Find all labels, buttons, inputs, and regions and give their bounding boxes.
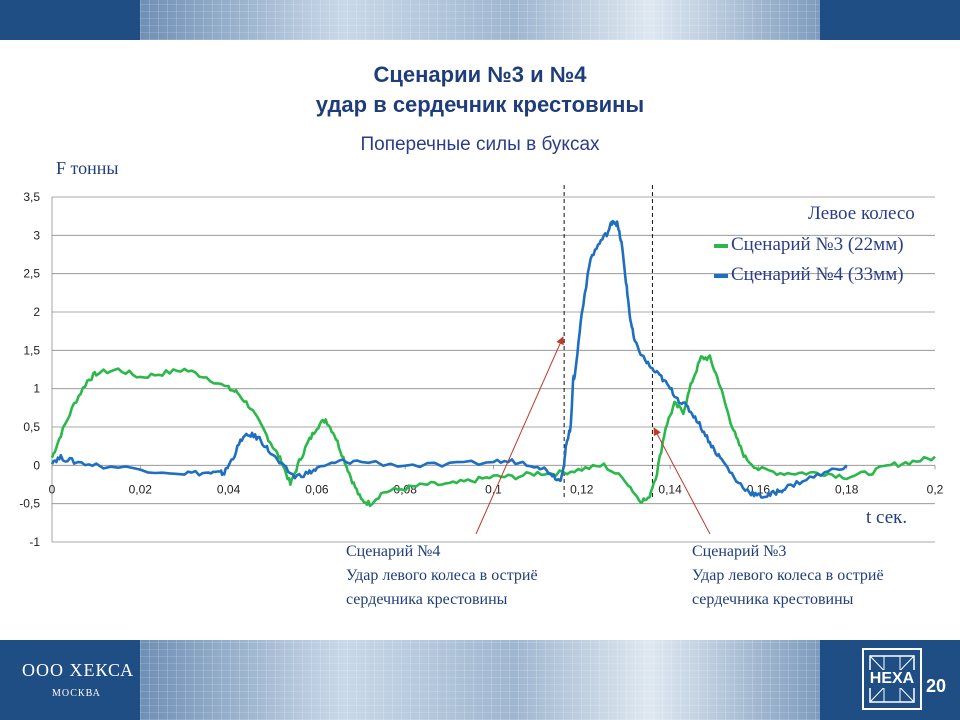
x-tick-label: 0,1 xyxy=(485,482,502,496)
y-tick-label: -1 xyxy=(29,535,40,549)
legend-item-series3: Сценарий №3 (22мм) xyxy=(714,234,904,256)
top-banner xyxy=(0,0,960,40)
logo-text: HEXA xyxy=(864,670,920,688)
mesh-pattern xyxy=(140,0,820,40)
hexa-logo: HEXA xyxy=(862,648,922,710)
legend-label-series4: Сценарий №4 (33мм) xyxy=(731,264,904,285)
annotation-scenario3-line3: сердечника крестовины xyxy=(692,591,854,608)
x-tick-label: 0,06 xyxy=(305,482,329,496)
x-tick-label: 0,18 xyxy=(835,482,859,496)
y-tick-label: 1 xyxy=(33,382,40,396)
annotation-scenario3: Сценарий №3 Удар левого колеса в остриё … xyxy=(692,540,884,612)
x-axis-label: t сек. xyxy=(866,507,908,528)
y-tick-label: -0,5 xyxy=(19,497,40,511)
annotation-scenario4: Сценарий №4 Удар левого колеса в остриё … xyxy=(346,540,538,612)
y-tick-label: 3,5 xyxy=(23,190,40,204)
annotation-scenario4-line1: Сценарий №4 xyxy=(346,543,441,560)
series-line-scenario4 xyxy=(50,219,848,499)
y-tick-label: 3 xyxy=(33,228,40,242)
mesh-pattern xyxy=(140,640,820,720)
y-tick-label: 1,5 xyxy=(23,343,40,357)
x-tick-label: 0,2 xyxy=(927,482,944,496)
chart-subtitle: Поперечные силы в буксах xyxy=(360,134,600,155)
company-city: МОСКВА xyxy=(52,688,101,699)
y-tick-label: 2 xyxy=(33,305,40,319)
arrow-scenario3 xyxy=(653,427,711,535)
x-tick-label: 0,14 xyxy=(658,482,682,496)
y-tick-label: 2,5 xyxy=(23,267,40,281)
legend-swatch-series3 xyxy=(714,243,728,248)
x-tick-label: 0 xyxy=(49,482,56,496)
legend-swatch-series4 xyxy=(714,273,728,278)
bottom-banner xyxy=(0,640,960,720)
legend-item-series4: Сценарий №4 (33мм) xyxy=(714,264,904,286)
legend-label-series3: Сценарий №3 (22мм) xyxy=(731,234,904,255)
annotation-scenario3-line1: Сценарий №3 xyxy=(692,543,787,560)
page-number: 20 xyxy=(926,676,947,696)
slide-title-line1: Сценарии №3 и №4 xyxy=(373,62,587,87)
company-name: ООО ХЕКСА xyxy=(22,660,135,680)
x-tick-label: 0,04 xyxy=(217,482,241,496)
slide-title-line2: удар в сердечник крестовины xyxy=(315,92,645,117)
annotation-scenario4-line2: Удар левого колеса в остриё xyxy=(346,567,538,584)
x-tick-label: 0,12 xyxy=(570,482,594,496)
y-tick-label: 0,5 xyxy=(23,420,40,434)
series-line-scenario3 xyxy=(50,354,936,508)
annotation-scenario3-line2: Удар левого колеса в остриё xyxy=(692,567,884,584)
y-axis-label: F тонны xyxy=(56,158,119,178)
annotation-scenario4-line3: сердечника крестовины xyxy=(346,591,508,608)
legend-title: Левое колесо xyxy=(808,203,915,224)
y-tick-label: 0 xyxy=(33,458,40,472)
x-tick-label: 0,02 xyxy=(129,482,153,496)
arrow-scenario4 xyxy=(475,336,564,535)
